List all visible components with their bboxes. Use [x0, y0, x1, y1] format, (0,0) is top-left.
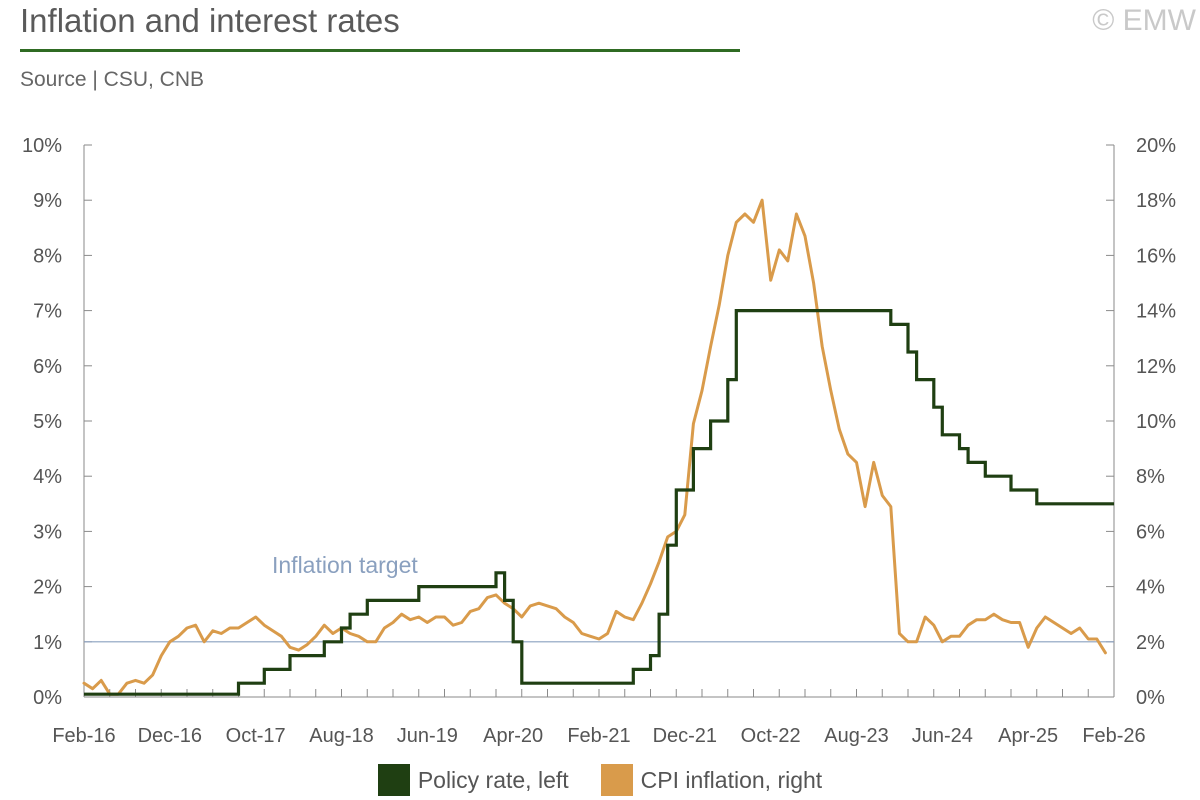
- legend-item-cpi[interactable]: CPI inflation, right: [600, 764, 823, 796]
- left-tick-label: 10%: [22, 135, 62, 157]
- legend-label-cpi: CPI inflation, right: [640, 766, 823, 793]
- title-underline: [20, 49, 740, 52]
- x-tick-label: Oct-22: [741, 725, 801, 747]
- inflation-target-label: Inflation target: [272, 552, 418, 578]
- left-tick-label: 8%: [33, 245, 62, 267]
- x-tick-label: Apr-20: [483, 725, 543, 747]
- right-tick-label: 16%: [1136, 245, 1176, 267]
- left-tick-label: 6%: [33, 356, 62, 378]
- x-tick-label: Jun-24: [912, 725, 973, 747]
- left-tick-label: 0%: [33, 687, 62, 709]
- x-tick-label: Feb-21: [567, 725, 630, 747]
- x-tick-label: Feb-16: [52, 725, 115, 747]
- x-tick-label: Apr-25: [998, 725, 1058, 747]
- left-tick-label: 9%: [33, 190, 62, 212]
- x-tick-label: Jun-19: [397, 725, 458, 747]
- legend-label-policy-rate: Policy rate, left: [417, 766, 569, 793]
- legend-swatch-policy-rate: [377, 764, 410, 796]
- left-tick-label: 1%: [33, 632, 62, 654]
- x-tick-label: Dec-16: [138, 725, 202, 747]
- x-tick-label: Aug-23: [824, 725, 889, 747]
- copyright-watermark: © EMW: [1092, 4, 1196, 37]
- left-tick-label: 2%: [33, 577, 62, 599]
- right-tick-label: 2%: [1136, 632, 1165, 654]
- left-tick-label: 7%: [33, 301, 62, 323]
- cpi-inflation-line: [82, 198, 1107, 696]
- left-tick-label: 3%: [33, 521, 62, 543]
- right-tick-label: 10%: [1136, 411, 1176, 433]
- source-note: Source | CSU, CNB: [20, 68, 205, 91]
- right-tick-label: 20%: [1136, 135, 1176, 157]
- x-tick-label: Aug-18: [309, 725, 374, 747]
- chart-title: Inflation and interest rates: [20, 2, 400, 39]
- left-tick-label: 4%: [33, 466, 62, 488]
- right-tick-label: 12%: [1136, 356, 1176, 378]
- x-tick-label: Dec-21: [653, 725, 717, 747]
- legend-swatch-cpi: [600, 764, 633, 796]
- legend-item-policy-rate[interactable]: Policy rate, left: [377, 764, 569, 796]
- x-tick-label: Oct-17: [226, 725, 286, 747]
- right-tick-label: 18%: [1136, 190, 1176, 212]
- right-tick-label: 0%: [1136, 687, 1165, 709]
- right-tick-label: 4%: [1136, 577, 1165, 599]
- legend: Policy rate, left CPI inflation, right: [0, 764, 1200, 796]
- right-tick-label: 6%: [1136, 521, 1165, 543]
- x-tick-label: Feb-26: [1082, 725, 1145, 747]
- left-tick-label: 5%: [33, 411, 62, 433]
- right-tick-label: 14%: [1136, 301, 1176, 323]
- right-tick-label: 8%: [1136, 466, 1165, 488]
